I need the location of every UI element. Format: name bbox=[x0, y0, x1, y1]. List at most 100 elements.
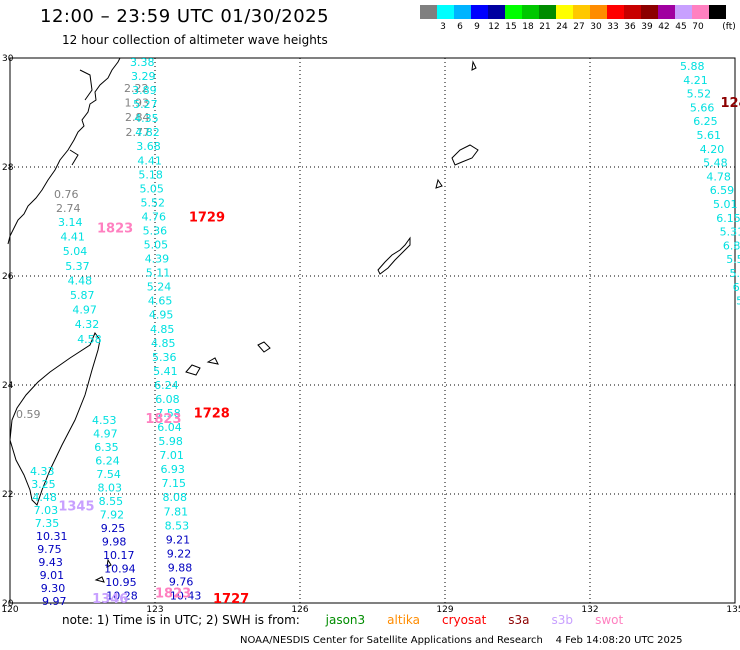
legend-label: 3 bbox=[440, 22, 446, 32]
wave-height-value: 2.84 bbox=[125, 111, 150, 124]
wave-height-value: 5.98 bbox=[158, 435, 183, 448]
legend-swatch bbox=[420, 5, 437, 19]
wave-height-value: 2.77 bbox=[126, 126, 151, 139]
track-time-label: 1728 bbox=[194, 407, 230, 422]
wave-height-value: 10.94 bbox=[104, 563, 136, 576]
legend-swatch bbox=[437, 5, 454, 19]
wave-height-value: 3.14 bbox=[58, 216, 83, 229]
wave-height-value: 5.9 bbox=[730, 267, 740, 280]
map-title: 12:00 – 23:59 UTC 01/30/2025 bbox=[40, 6, 330, 27]
longitude-tick-label: 120 bbox=[1, 605, 18, 615]
legend-swatch bbox=[607, 5, 624, 19]
wave-height-value: 4.97 bbox=[93, 428, 118, 441]
track-time-label: 1346 bbox=[92, 592, 128, 607]
legend-swatch bbox=[522, 5, 539, 19]
legend-swatch bbox=[624, 5, 641, 19]
wave-height-value: 6.59 bbox=[710, 184, 735, 197]
longitude-tick-label: 129 bbox=[436, 605, 453, 615]
wave-height-value: 6.04 bbox=[157, 421, 182, 434]
wave-height-value: 5.66 bbox=[690, 101, 715, 114]
longitude-tick-label: 135 bbox=[726, 605, 740, 615]
legend-swatch bbox=[658, 5, 675, 19]
wave-height-value: 7.58 bbox=[156, 407, 181, 420]
latitude-tick-label: 28 bbox=[2, 163, 14, 173]
wave-height-value: 10.43 bbox=[170, 590, 202, 603]
wave-height-value: 8.55 bbox=[99, 495, 124, 508]
wave-height-value: 4.39 bbox=[145, 253, 170, 266]
wave-height-value: 5.36 bbox=[152, 351, 177, 364]
wave-height-value: 4.58 bbox=[77, 333, 102, 346]
latitude-tick-label: 24 bbox=[2, 381, 14, 391]
satellite-name: cryosat bbox=[442, 613, 487, 627]
wave-height-value: 3.68 bbox=[136, 140, 161, 153]
wave-height-value: 9.21 bbox=[166, 533, 191, 546]
wave-height-value: 4.85 bbox=[151, 337, 176, 350]
note-line: note: 1) Time is in UTC; 2) SWH is from:… bbox=[62, 613, 623, 627]
wave-height-value: 4.95 bbox=[149, 309, 174, 322]
legend-swatch bbox=[539, 5, 556, 19]
satellite-name: jason3 bbox=[325, 613, 366, 627]
wave-height-value: 10.17 bbox=[103, 549, 135, 562]
legend-swatch bbox=[709, 5, 726, 19]
wave-height-value: 9.25 bbox=[101, 522, 126, 535]
wave-height-value: 6.35 bbox=[94, 441, 119, 454]
track-time-label: 1345 bbox=[58, 499, 94, 514]
wave-height-value: 9.01 bbox=[40, 569, 65, 582]
track-time-label: 1823 bbox=[97, 221, 133, 236]
wave-height-value: 3.25 bbox=[31, 478, 56, 491]
legend-label: 6 bbox=[457, 22, 463, 32]
track-time-label: 1823 bbox=[155, 587, 191, 602]
wave-height-value: 5.05 bbox=[139, 182, 164, 195]
wave-height-value: 5.36 bbox=[143, 224, 168, 237]
satellite-name: s3a bbox=[508, 613, 530, 627]
wave-height-value: 5.04 bbox=[63, 245, 88, 258]
taiwan-coastline bbox=[9, 331, 101, 506]
wave-height-value: 9.98 bbox=[102, 536, 127, 549]
wave-height-value: 3.89 bbox=[132, 84, 157, 97]
wave-height-value: 6.15 bbox=[716, 212, 740, 225]
latitude-tick-label: 26 bbox=[2, 272, 14, 282]
coastlines bbox=[7, 57, 479, 583]
wave-height-value: 9.22 bbox=[167, 547, 192, 560]
wave-height-value: 7.35 bbox=[35, 517, 60, 530]
legend-label: 21 bbox=[539, 22, 551, 32]
wave-height-value: 4.97 bbox=[72, 304, 97, 317]
legend-swatch bbox=[692, 5, 709, 19]
map-subtitle: 12 hour collection of altimeter wave hei… bbox=[62, 33, 328, 47]
wave-height-value: 0.59 bbox=[16, 408, 41, 421]
wave-height-value: 9.76 bbox=[169, 575, 194, 588]
source-text: NOAA/NESDIS Center for Satellite Applica… bbox=[240, 635, 543, 646]
wave-height-value: 4.41 bbox=[137, 154, 162, 167]
wave-height-value: 5.24 bbox=[147, 281, 172, 294]
wave-height-labels: 0.762.743.144.415.045.374.485.874.974.32… bbox=[16, 56, 740, 608]
wave-height-value: 4.76 bbox=[142, 210, 167, 223]
wave-height-value: 5.05 bbox=[144, 239, 169, 252]
latitude-ticks: 30 28 26 24 22 20 bbox=[2, 54, 14, 609]
legend-swatch bbox=[590, 5, 607, 19]
wave-height-value: 5.87 bbox=[70, 289, 95, 302]
legend-label: 18 bbox=[522, 22, 534, 32]
wave-height-value: 5.31 bbox=[720, 226, 740, 239]
track-time-label: 1729 bbox=[189, 211, 225, 226]
wave-height-value: 6.08 bbox=[155, 393, 180, 406]
longitude-tick-label: 126 bbox=[291, 605, 308, 615]
wave-height-value: 3.38 bbox=[130, 56, 155, 69]
wave-height-value: 1.93 bbox=[125, 97, 150, 110]
track-time-labels: 1823 1729 1823 1728 1345 1346 1823 1727 124 bbox=[58, 96, 740, 607]
track-time-label: 1727 bbox=[213, 592, 249, 607]
wave-height-value: 9.97 bbox=[42, 595, 67, 608]
wave-height-value: 4.33 bbox=[30, 465, 55, 478]
wave-height-value: 4.78 bbox=[706, 170, 731, 183]
wave-height-value: 5.27 bbox=[133, 98, 158, 111]
legend-label: 42 bbox=[658, 22, 670, 32]
wave-height-value: 10.31 bbox=[36, 530, 68, 543]
wave-height-value: 7.54 bbox=[96, 468, 121, 481]
legend-swatch bbox=[505, 5, 522, 19]
latitude-tick-label: 30 bbox=[2, 54, 14, 64]
wave-height-value: 6.25 bbox=[693, 115, 718, 128]
legend-swatch bbox=[675, 5, 692, 19]
wave-height-value: 5.61 bbox=[697, 129, 722, 142]
wave-height-value: 8.08 bbox=[163, 491, 188, 504]
wave-height-value: 7.15 bbox=[162, 477, 187, 490]
